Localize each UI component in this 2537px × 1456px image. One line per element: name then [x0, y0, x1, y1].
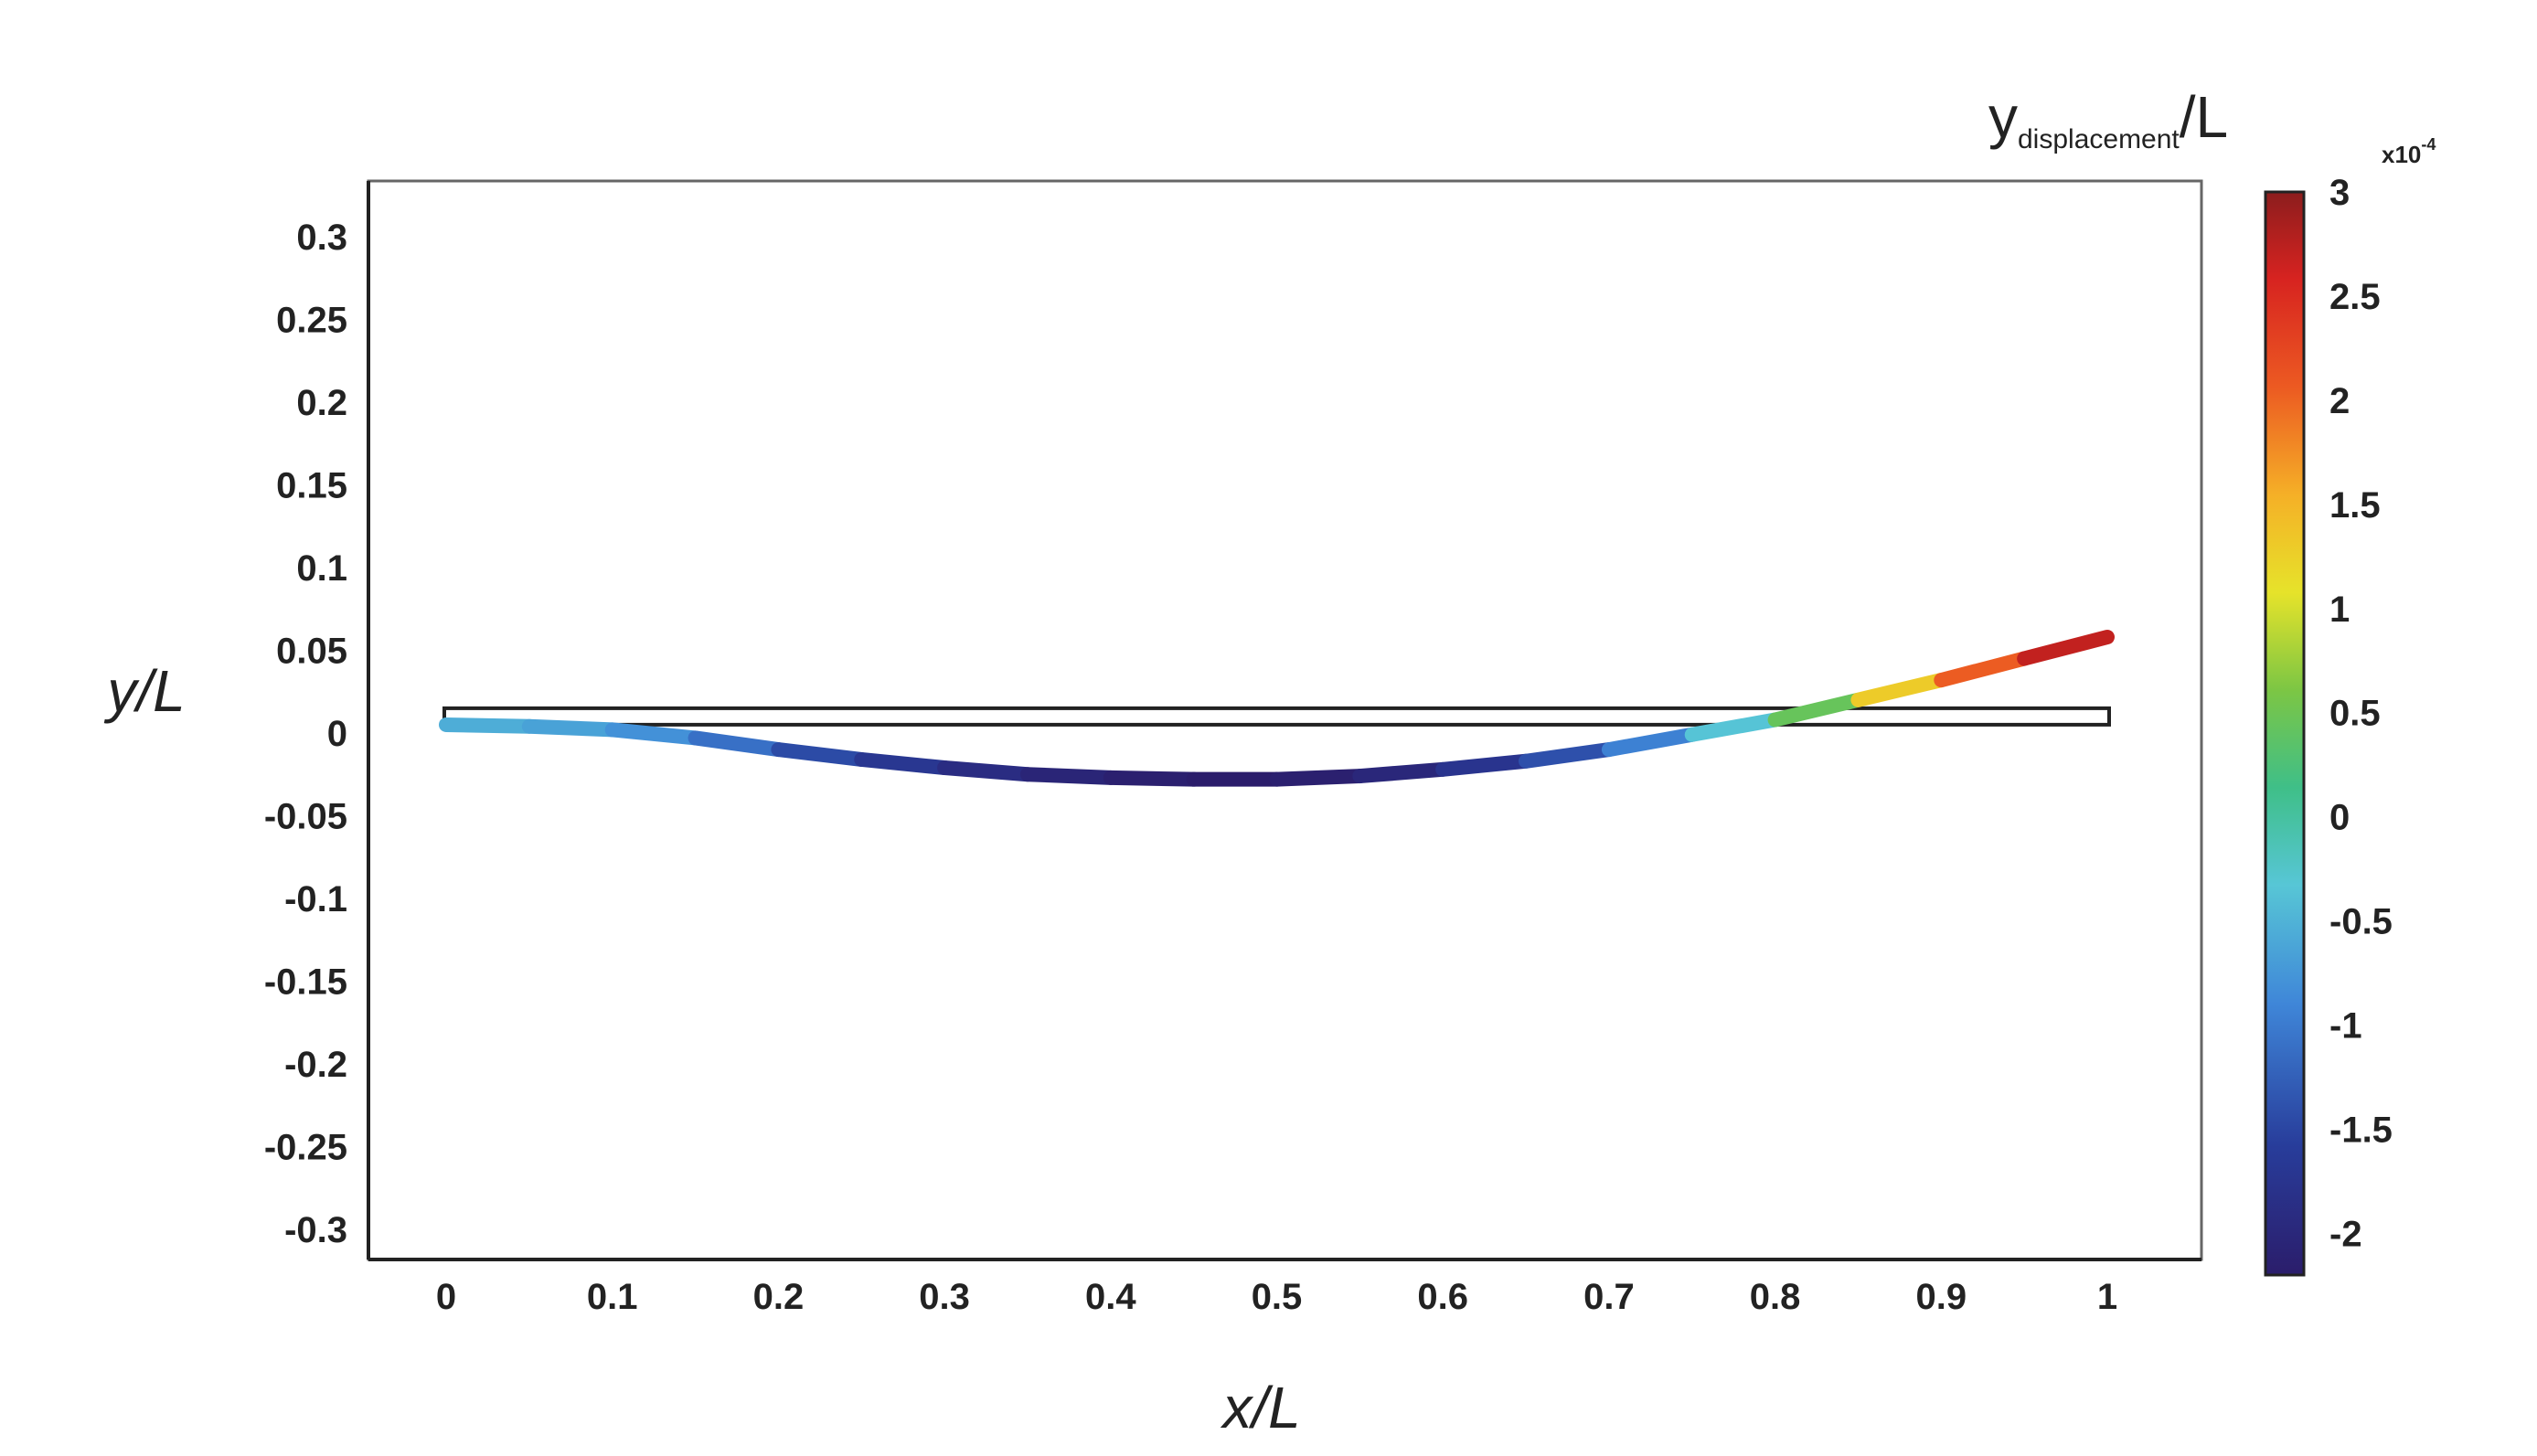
colorbar-title-end: /L [2180, 84, 2228, 150]
colorbar-tick-label: 0.5 [2329, 694, 2381, 734]
undeformed-beam [442, 706, 2111, 727]
deformed-beam-segment [1269, 769, 1368, 787]
y-tick-label: 0.1 [296, 548, 347, 589]
x-tick-label: 0.8 [1750, 1277, 1801, 1317]
y-tick-label: -0.3 [284, 1210, 347, 1250]
y-tick-label: 0.05 [276, 632, 347, 672]
y-tick-label: 0.15 [276, 466, 347, 506]
colorbar-tick-label: 3 [2329, 173, 2350, 213]
colorbar-tick-label: 2 [2329, 381, 2350, 421]
colorbar-tick-label: -1.5 [2329, 1110, 2393, 1150]
y-tick-label: 0.25 [276, 301, 347, 341]
x-tick-label: 0.1 [587, 1277, 638, 1317]
deformed-beam-segment [1019, 767, 1118, 785]
deformed-beam-segment [604, 722, 703, 746]
deformed-beam-segment [1934, 651, 2032, 688]
x-tick-label: 0.4 [1085, 1277, 1136, 1317]
x-tick-label: 0.7 [1583, 1277, 1635, 1317]
colorbar-title-main: y [1988, 84, 2018, 150]
deformed-beam-segment [1601, 727, 1700, 758]
colorbar-title: ydisplacement/L [1988, 84, 2228, 154]
deformed-beam-segment [439, 717, 537, 734]
y-tick-label: -0.05 [264, 797, 347, 837]
colorbar-tick-label: -0.5 [2329, 902, 2393, 942]
y-tick-label: -0.2 [284, 1045, 347, 1085]
deformed-beam-segment [854, 751, 953, 776]
x-tick-label: 0 [436, 1277, 456, 1317]
y-tick-label: -0.1 [284, 879, 347, 919]
y-axis-title: y/L [103, 658, 185, 724]
deformed-beam [439, 630, 2115, 787]
deformed-beam-segment [1435, 753, 1534, 777]
colorbar-exponent-base: x10 [2382, 141, 2421, 168]
x-tick-label: 0.5 [1252, 1277, 1303, 1317]
y-tick-label: -0.15 [264, 962, 347, 1003]
deformed-beam-segment [1103, 770, 1201, 787]
colorbar-tick-label: -1 [2329, 1006, 2362, 1047]
x-axis-title: x/L [1220, 1375, 1300, 1440]
colorbar-title-sub: displacement [2018, 124, 2180, 154]
colorbar-tick-labels: 3 2.5 2 1.5 1 0.5 0 -0.5 -1 -1.5 -2 [2329, 173, 2393, 1254]
y-tick-label: 0.2 [296, 383, 347, 423]
deformed-beam-segment [1850, 673, 1949, 707]
deformed-beam-segment [688, 730, 786, 758]
colorbar [2264, 190, 2306, 1277]
colorbar-exponent-power: -4 [2421, 135, 2436, 154]
deformed-beam-segment [937, 760, 1035, 782]
x-tick-label: 0.6 [1417, 1277, 1468, 1317]
deformed-beam-segment [1352, 761, 1451, 784]
x-tick-label: 0.3 [919, 1277, 970, 1317]
x-tick-label: 0.2 [753, 1277, 805, 1317]
colorbar-tick-label: 1.5 [2329, 485, 2381, 526]
deformed-beam-segment [1767, 692, 1866, 728]
x-tick-labels: 0 0.1 0.2 0.3 0.4 0.5 0.6 0.7 0.8 0.9 1 [436, 1277, 2117, 1317]
y-tick-label: -0.25 [264, 1128, 347, 1168]
colorbar-tick-label: 0 [2329, 798, 2350, 838]
deformed-beam-segment [771, 742, 869, 767]
y-tick-label: 0.3 [296, 218, 347, 258]
deformed-beam-segment [521, 718, 620, 738]
colorbar-tick-label: 2.5 [2329, 277, 2381, 317]
x-tick-label: 1 [2097, 1277, 2117, 1317]
y-tick-labels: 0.3 0.25 0.2 0.15 0.1 0.05 0 -0.05 -0.1 -0.15 -0.2… [264, 218, 347, 1250]
x-tick-label: 0.9 [1915, 1277, 1967, 1317]
y-tick-label: 0 [327, 714, 347, 754]
colorbar-exponent: x10-4 [2382, 135, 2436, 168]
deformed-beam-segment [1519, 742, 1616, 769]
colorbar-tick-label: 1 [2329, 590, 2350, 630]
deformed-beam-segment [2017, 630, 2115, 666]
deformed-beam-segment [1684, 712, 1783, 742]
colorbar-tick-label: -2 [2329, 1214, 2362, 1254]
